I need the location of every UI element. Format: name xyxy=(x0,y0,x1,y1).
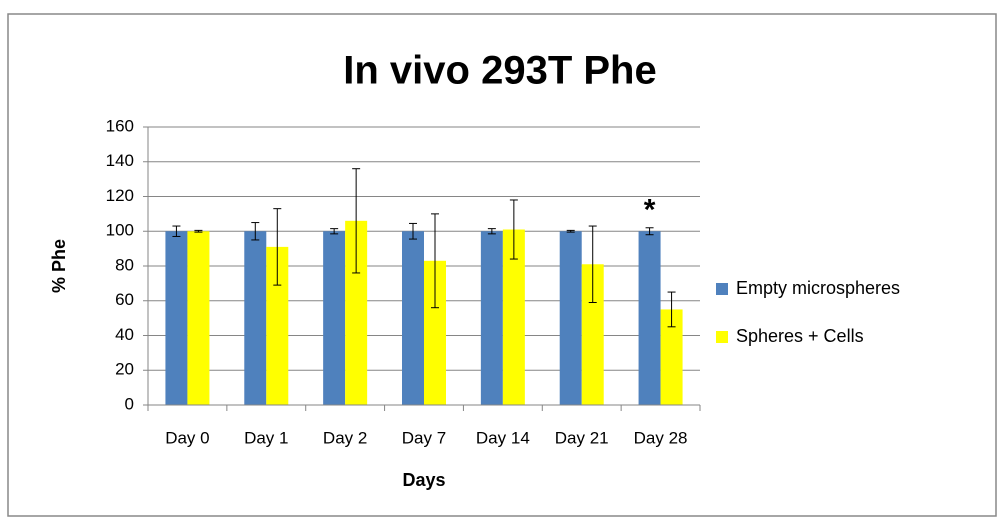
bar xyxy=(480,231,503,405)
legend-label: Empty microspheres xyxy=(736,278,900,298)
y-tick-label: 60 xyxy=(115,290,134,309)
error-bar xyxy=(509,199,518,260)
y-tick-label: 160 xyxy=(106,116,134,135)
error-bar xyxy=(273,208,282,286)
y-tick-label: 20 xyxy=(115,360,134,379)
y-tick-label: 100 xyxy=(106,221,134,240)
error-bar xyxy=(645,227,654,236)
bar xyxy=(660,309,683,405)
error-bar xyxy=(330,228,339,235)
x-tick-label: Day 0 xyxy=(165,428,209,447)
y-axis-label: % Phe xyxy=(49,239,69,293)
bar xyxy=(165,231,188,405)
x-axis-label: Days xyxy=(402,470,445,490)
y-tick-label: 80 xyxy=(115,255,134,274)
y-tick-label: 120 xyxy=(106,186,134,205)
error-bar xyxy=(667,291,676,328)
bar xyxy=(638,231,661,405)
bar xyxy=(424,260,446,405)
legend-swatch xyxy=(716,331,728,343)
bar xyxy=(402,231,424,405)
y-tick-label: 140 xyxy=(106,151,134,170)
error-bar xyxy=(487,228,496,235)
error-bar xyxy=(588,225,597,303)
bar xyxy=(581,264,604,405)
bar xyxy=(345,220,368,405)
error-bar xyxy=(172,225,181,237)
error-bar xyxy=(431,213,439,309)
bar xyxy=(502,229,525,405)
y-tick-label: 40 xyxy=(115,325,134,344)
x-tick-label: Day 14 xyxy=(476,428,530,447)
legend-swatch xyxy=(716,283,728,295)
bar xyxy=(323,231,346,405)
legend-label: Spheres + Cells xyxy=(736,326,864,346)
x-tick-label: Day 1 xyxy=(244,428,288,447)
bar xyxy=(266,246,289,405)
error-bar xyxy=(566,229,575,233)
bar xyxy=(187,231,210,405)
error-bar xyxy=(409,222,417,240)
error-bar xyxy=(352,168,361,274)
x-tick-label: Day 28 xyxy=(634,428,688,447)
annotation: * xyxy=(644,194,656,227)
x-tick-label: Day 2 xyxy=(323,428,367,447)
x-tick-label: Day 7 xyxy=(402,428,446,447)
x-tick-label: Day 21 xyxy=(555,428,609,447)
y-tick-label: 0 xyxy=(125,394,134,413)
chart-title: In vivo 293T Phe xyxy=(343,49,656,93)
bar xyxy=(559,231,582,405)
error-bar xyxy=(251,222,260,241)
bar xyxy=(244,231,267,405)
error-bar xyxy=(194,229,203,233)
